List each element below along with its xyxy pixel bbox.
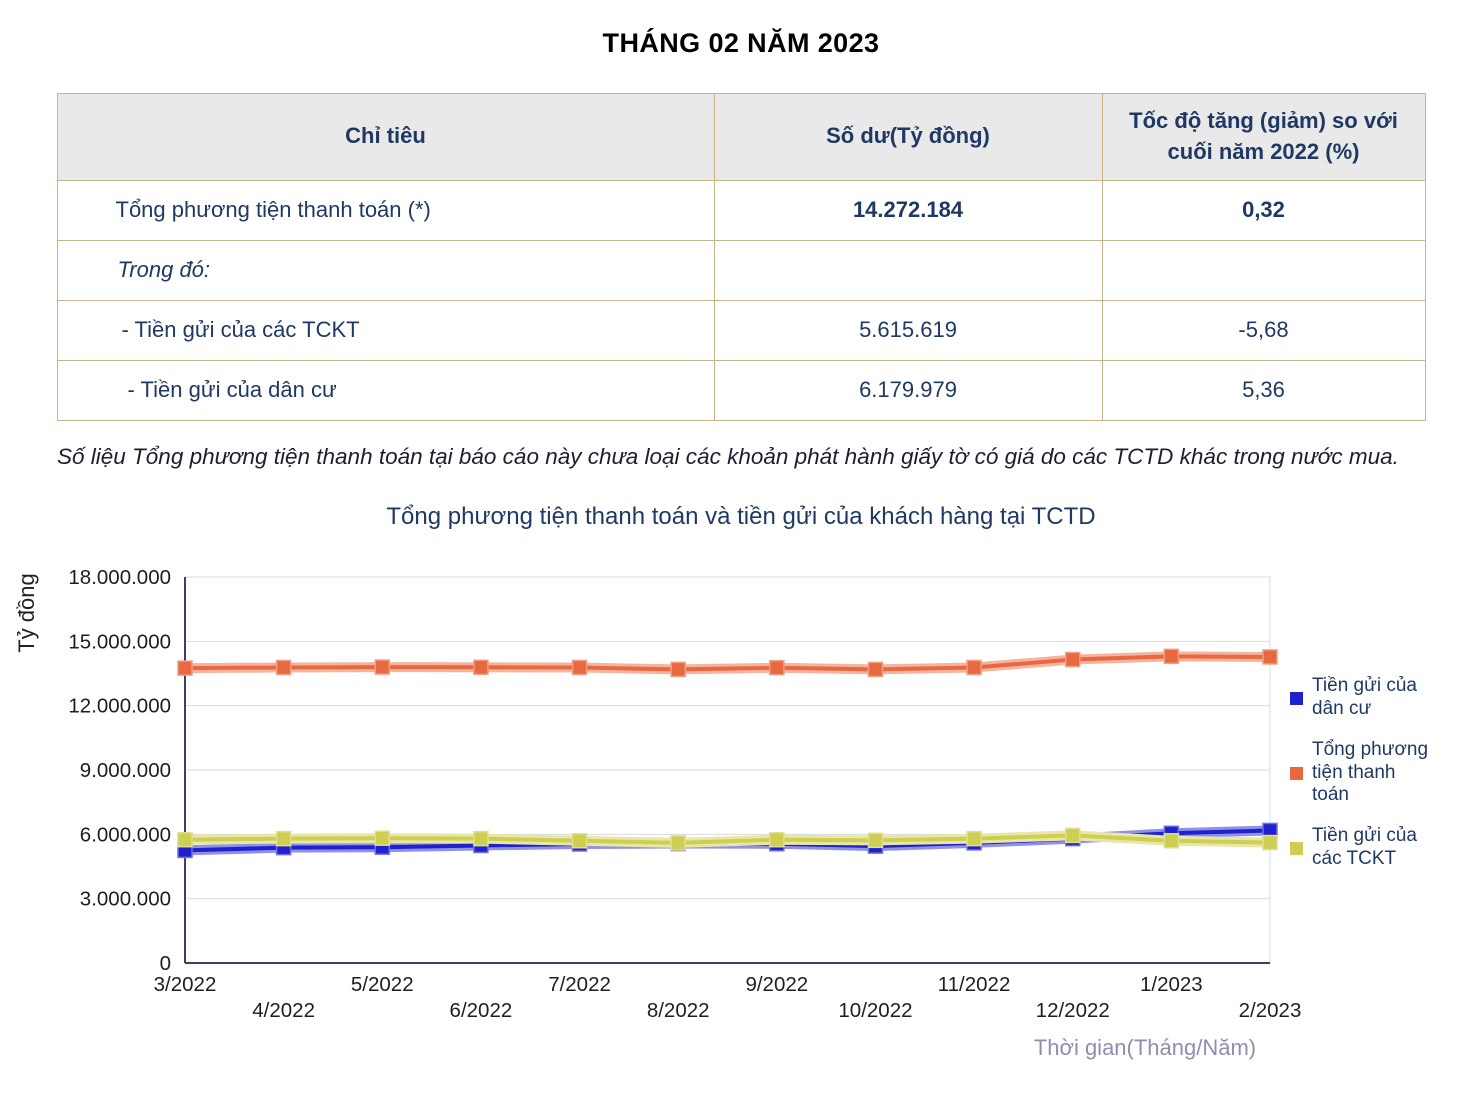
metric-label: - Tiền gửi của dân cư	[56, 359, 715, 421]
metric-value: 6.179.979	[713, 359, 1103, 421]
series-line	[177, 827, 1278, 851]
legend-label: Tổng phương tiện thanh toán	[1312, 738, 1429, 806]
x-axis: 3/2022 4/2022 5/2022 6/2022 7/2022 8/2022 9/20…	[154, 973, 1302, 1060]
report-page: THÁNG 02 NĂM 2023 Chỉ tiêu Số dư(Tỷ đồng…	[0, 28, 1482, 1081]
svg-text:18.000.000: 18.000.000	[68, 566, 171, 589]
table-row: Trong đó:	[56, 239, 1426, 301]
svg-text:1/2023: 1/2023	[1140, 973, 1203, 996]
svg-text:15.000.000: 15.000.000	[68, 631, 171, 654]
svg-text:2/2023: 2/2023	[1239, 999, 1302, 1022]
svg-text:9.000.000: 9.000.000	[80, 759, 171, 782]
series-line	[177, 648, 1278, 678]
table-header-indicator: Chỉ tiêu	[56, 93, 715, 181]
svg-text:6.000.000: 6.000.000	[80, 824, 171, 847]
svg-text:8/2022: 8/2022	[647, 999, 710, 1022]
table-header-balance: Số dư(Tỷ đồng)	[713, 93, 1103, 181]
svg-text:Tỷ đồng: Tỷ đồng	[14, 573, 39, 653]
svg-text:6/2022: 6/2022	[450, 999, 513, 1022]
chart-area: 0 3.000.000 6.000.000 9.000.000 12.000.000 15…	[0, 535, 1482, 1081]
svg-text:4/2022: 4/2022	[252, 999, 315, 1022]
svg-text:9/2022: 9/2022	[745, 973, 808, 996]
table-row: Tổng phương tiện thanh toán (*) 14.272.1…	[56, 179, 1426, 241]
svg-text:11/2022: 11/2022	[938, 973, 1011, 996]
legend-swatch	[1290, 841, 1303, 855]
svg-text:10/2022: 10/2022	[838, 999, 912, 1022]
metric-change: -5,68	[1101, 299, 1426, 361]
summary-table: Chỉ tiêu Số dư(Tỷ đồng) Tốc độ tăng (giả…	[56, 93, 1426, 421]
svg-text:12.000.000: 12.000.000	[68, 695, 171, 718]
legend-label: Tiền gửi của dân cư	[1312, 675, 1417, 720]
table-row: - Tiền gửi của dân cư 6.179.979 5,36	[56, 359, 1426, 421]
legend-item: Tiền gửi của các TCKT	[1290, 825, 1466, 871]
metric-change: 0,32	[1101, 179, 1426, 241]
svg-text:0: 0	[160, 952, 171, 975]
svg-text:12/2022: 12/2022	[1036, 999, 1110, 1022]
svg-text:3/2022: 3/2022	[154, 973, 217, 996]
table-header-row: Chỉ tiêu Số dư(Tỷ đồng) Tốc độ tăng (giả…	[56, 93, 1426, 181]
svg-text:3.000.000: 3.000.000	[80, 888, 171, 911]
metric-value: 14.272.184	[713, 179, 1103, 241]
metric-label: Trong đó:	[56, 239, 715, 301]
legend-swatch	[1290, 691, 1303, 705]
metric-change: 5,36	[1101, 359, 1426, 421]
table-header-growth: Tốc độ tăng (giảm) so với cuối năm 2022 …	[1101, 93, 1426, 181]
svg-text:5/2022: 5/2022	[351, 973, 414, 996]
legend-item: Tổng phương tiện thanh toán	[1290, 739, 1466, 807]
chart-legend: Tiền gửi của dân cư Tổng phương tiện than…	[1290, 675, 1466, 871]
line-chart: 0 3.000.000 6.000.000 9.000.000 12.000.000 15…	[14, 566, 1302, 1060]
page-title: THÁNG 02 NĂM 2023	[602, 28, 880, 58]
metric-value	[713, 239, 1103, 301]
footnote: Số liệu Tổng phương tiện thanh toán tại …	[57, 443, 1399, 469]
chart-section: Tổng phương tiện thanh toán và tiền gửi …	[0, 503, 1482, 1081]
legend-swatch	[1290, 766, 1303, 780]
legend-label: Tiền gửi của các TCKT	[1312, 825, 1417, 869]
metric-label: - Tiền gửi của các TCKT	[56, 299, 715, 361]
grid-and-y-axis: 0 3.000.000 6.000.000 9.000.000 12.000.000 15…	[14, 566, 1271, 975]
metric-label: Tổng phương tiện thanh toán (*)	[56, 179, 715, 241]
legend-item: Tiền gửi của dân cư	[1290, 675, 1466, 721]
metric-change	[1101, 239, 1426, 301]
table-row: - Tiền gửi của các TCKT 5.615.619 -5,68	[56, 299, 1426, 361]
chart-title: Tổng phương tiện thanh toán và tiền gửi …	[386, 503, 1096, 531]
svg-text:Thời gian(Tháng/Năm): Thời gian(Tháng/Năm)	[1034, 1035, 1256, 1060]
svg-text:7/2022: 7/2022	[548, 973, 611, 996]
metric-value: 5.615.619	[713, 299, 1103, 361]
